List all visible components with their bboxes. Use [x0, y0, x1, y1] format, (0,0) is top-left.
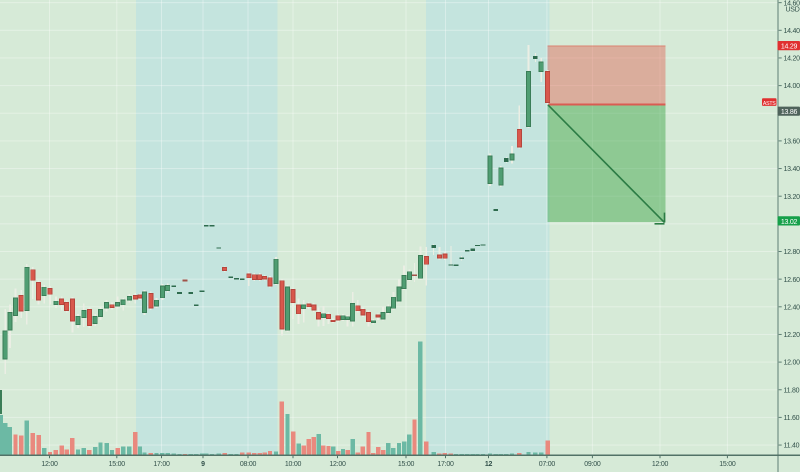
svg-text:USD: USD [786, 7, 800, 14]
svg-text:08:00: 08:00 [240, 461, 257, 468]
svg-text:07:00: 07:00 [539, 461, 556, 468]
svg-text:12.80: 12.80 [784, 249, 800, 256]
svg-text:13.40: 13.40 [784, 166, 800, 173]
svg-text:14.60: 14.60 [784, 0, 800, 7]
svg-text:9: 9 [201, 461, 205, 468]
svg-text:13.86: 13.86 [781, 109, 798, 116]
svg-text:17:00: 17:00 [153, 461, 170, 468]
svg-text:12.20: 12.20 [784, 332, 800, 339]
svg-text:13.60: 13.60 [784, 139, 800, 146]
svg-text:14.20: 14.20 [784, 56, 800, 63]
svg-text:12: 12 [485, 461, 493, 468]
svg-text:12.00: 12.00 [784, 360, 800, 367]
svg-text:12.60: 12.60 [784, 277, 800, 284]
svg-text:10:00: 10:00 [285, 461, 302, 468]
svg-text:15:00: 15:00 [109, 461, 126, 468]
svg-text:13.20: 13.20 [784, 194, 800, 201]
svg-text:12.40: 12.40 [784, 304, 800, 311]
svg-text:12:00: 12:00 [41, 461, 58, 468]
svg-text:11.60: 11.60 [784, 415, 800, 422]
svg-text:14.29: 14.29 [781, 44, 798, 51]
svg-text:13.02: 13.02 [781, 219, 798, 226]
svg-text:15:00: 15:00 [719, 461, 736, 468]
svg-text:15:00: 15:00 [398, 461, 415, 468]
svg-text:17:00: 17:00 [437, 461, 454, 468]
svg-text:11.80: 11.80 [784, 387, 800, 394]
svg-text:12:00: 12:00 [652, 461, 669, 468]
svg-text:12:00: 12:00 [329, 461, 346, 468]
svg-text:09:00: 09:00 [584, 461, 601, 468]
svg-text:14.40: 14.40 [784, 28, 800, 35]
svg-text:ASTS: ASTS [763, 101, 776, 107]
svg-text:11.40: 11.40 [784, 443, 800, 450]
svg-text:14.00: 14.00 [784, 83, 800, 90]
